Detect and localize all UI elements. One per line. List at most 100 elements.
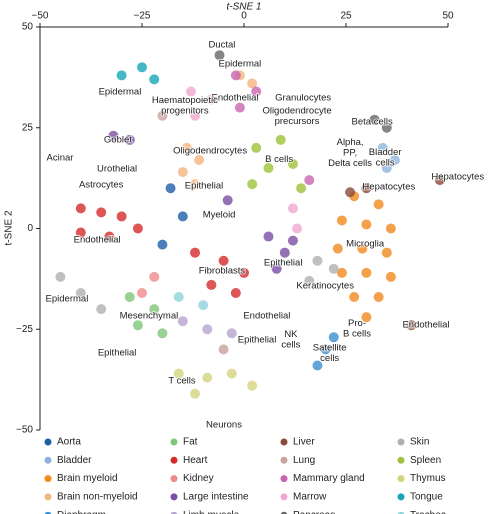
legend-marker bbox=[44, 438, 52, 446]
point bbox=[116, 70, 127, 81]
cluster-label: Epithelial bbox=[185, 181, 224, 192]
point bbox=[149, 74, 160, 85]
legend-label: Pancreas bbox=[293, 510, 335, 514]
point bbox=[357, 243, 368, 254]
legend-marker bbox=[170, 456, 178, 464]
point bbox=[108, 130, 119, 141]
point bbox=[369, 114, 380, 125]
legend-marker bbox=[280, 456, 288, 464]
point bbox=[157, 239, 168, 250]
cluster-label: Bladder bbox=[369, 147, 402, 158]
legend-label: Limb muscle bbox=[183, 510, 240, 514]
point bbox=[194, 154, 205, 165]
cluster-label: cells bbox=[376, 158, 395, 169]
point bbox=[226, 368, 237, 379]
point bbox=[75, 287, 86, 298]
point bbox=[381, 122, 392, 133]
point bbox=[157, 110, 168, 121]
point bbox=[312, 360, 323, 371]
legend-label: Mammary gland bbox=[293, 473, 365, 484]
point bbox=[218, 344, 229, 355]
cluster-label: Epithelial bbox=[264, 258, 303, 269]
point bbox=[206, 279, 217, 290]
cluster-label: Keratinocytes bbox=[296, 281, 354, 292]
legend-label: Fat bbox=[183, 437, 198, 448]
cluster-label: Oligodendrocyte bbox=[262, 105, 331, 116]
point bbox=[218, 255, 229, 266]
point bbox=[173, 292, 184, 303]
legend-marker bbox=[44, 456, 52, 464]
point bbox=[275, 134, 286, 145]
y-tick-label: 50 bbox=[22, 22, 34, 33]
cluster-label: Oligodendrocytes bbox=[173, 146, 247, 157]
point bbox=[222, 195, 233, 206]
legend-label: Lung bbox=[293, 455, 315, 466]
cluster-label: Hepatocytes bbox=[362, 182, 415, 193]
point bbox=[75, 203, 86, 214]
point bbox=[247, 179, 258, 190]
point bbox=[202, 372, 213, 383]
cluster-label: Fibroblasts bbox=[199, 265, 246, 276]
point bbox=[349, 292, 360, 303]
point bbox=[292, 223, 303, 234]
x-tick-label: 25 bbox=[340, 11, 352, 22]
legend-marker bbox=[170, 511, 178, 514]
point bbox=[336, 267, 347, 278]
cluster-label: progenitors bbox=[161, 105, 209, 116]
cluster-label: Goblet bbox=[104, 134, 132, 145]
point bbox=[116, 211, 127, 222]
point bbox=[385, 271, 396, 282]
cluster-label: Hepatocytes bbox=[431, 171, 484, 182]
y-tick-label: −50 bbox=[16, 425, 33, 436]
legend-label: Spleen bbox=[410, 455, 441, 466]
legend-label: Skin bbox=[410, 437, 429, 448]
cluster-label: Microglia bbox=[346, 238, 385, 249]
legend-label: Large intestine bbox=[183, 492, 249, 503]
cluster-label: precursors bbox=[275, 116, 320, 127]
point bbox=[381, 163, 392, 174]
point bbox=[263, 163, 274, 174]
point bbox=[177, 316, 188, 327]
legend-marker bbox=[397, 511, 405, 514]
legend-marker bbox=[280, 493, 288, 501]
point bbox=[345, 187, 356, 198]
cluster-label: Endothelial bbox=[402, 320, 449, 331]
point bbox=[177, 167, 188, 178]
point bbox=[230, 70, 241, 81]
cluster-label: B cells bbox=[343, 329, 371, 340]
point bbox=[190, 247, 201, 258]
cluster-label: Epithelial bbox=[98, 348, 137, 359]
point bbox=[389, 154, 400, 165]
point bbox=[332, 243, 343, 254]
x-tick-label: −50 bbox=[32, 11, 49, 22]
x-axis-label: t-SNE 1 bbox=[226, 2, 261, 13]
point bbox=[181, 142, 192, 153]
cluster-label: Myeloid bbox=[203, 209, 236, 220]
point bbox=[234, 102, 245, 113]
point bbox=[96, 207, 107, 218]
point bbox=[251, 142, 262, 153]
point bbox=[55, 271, 66, 282]
legend-label: Liver bbox=[293, 437, 315, 448]
point bbox=[124, 134, 135, 145]
legend-marker bbox=[170, 438, 178, 446]
cluster-label: Acinar bbox=[47, 152, 74, 163]
point bbox=[177, 211, 188, 222]
cluster-label: PP, bbox=[343, 148, 357, 159]
cluster-label: Granulocytes bbox=[275, 92, 331, 103]
point bbox=[132, 223, 143, 234]
cluster-label: T cells bbox=[168, 375, 196, 386]
legend-marker bbox=[280, 511, 288, 514]
point bbox=[361, 219, 372, 230]
legend-label: Brain non-myeloid bbox=[57, 492, 138, 503]
point bbox=[361, 183, 372, 194]
cluster-label: Astrocytes bbox=[79, 179, 124, 190]
cluster-label: Endothelial bbox=[243, 310, 290, 321]
point bbox=[373, 199, 384, 210]
point bbox=[320, 344, 331, 355]
point bbox=[149, 304, 160, 315]
point bbox=[190, 110, 201, 121]
point bbox=[226, 328, 237, 339]
legend-label: Trachea bbox=[410, 510, 447, 514]
